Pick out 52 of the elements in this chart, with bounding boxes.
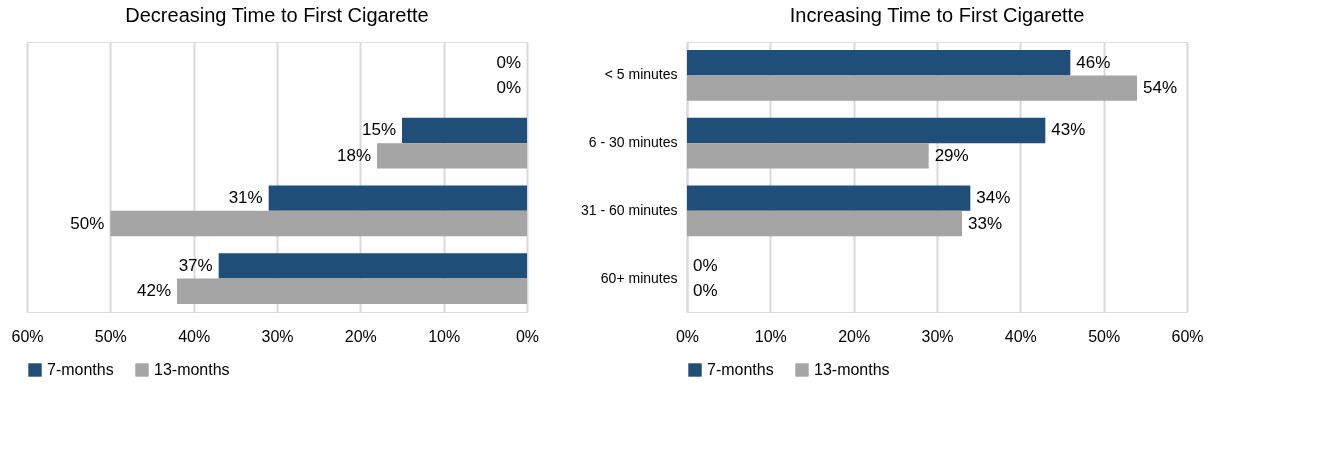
chart-title: Decreasing Time to First Cigarette [125,4,429,26]
x-tick-label: 60% [11,327,44,345]
x-tick-label: 30% [921,327,954,345]
data-label: 15% [361,120,396,140]
bar [687,210,962,237]
x-tick-label: 20% [838,327,871,345]
chart-title: Increasing Time to First Cigarette [789,4,1085,26]
x-tick-label: 30% [261,327,294,345]
bar [177,278,527,304]
y-tick-label: 31 - 60 minutes [581,201,678,218]
data-label: 31% [228,188,263,208]
data-label: 37% [178,255,213,275]
y-tick-label: 6 - 30 minutes [588,134,678,151]
data-label: 34% [976,188,1011,208]
bar [687,50,1071,76]
x-tick-label: 50% [1088,327,1121,345]
x-tick-label: 0% [675,327,700,345]
data-label: 43% [1051,120,1086,140]
legend-label: 7-months [707,361,774,378]
data-label: 0% [693,255,718,275]
x-tick-label: 60% [1171,327,1204,345]
data-label: 33% [968,213,1003,233]
data-label: 29% [934,145,969,165]
data-label: 0% [693,281,718,301]
x-tick-label: 40% [178,327,211,345]
legend-label: 13-months [154,361,230,378]
x-tick-label: 20% [344,327,377,345]
bar [110,210,527,237]
bar [687,143,929,169]
bar [402,117,527,144]
y-tick-label: < 5 minutes [604,66,678,83]
bar [218,253,527,279]
data-label: 42% [136,281,171,301]
data-label: 54% [1143,78,1178,98]
bar [687,75,1137,101]
x-tick-label: 10% [754,327,787,345]
x-tick-label: 0% [515,327,540,345]
x-tick-label: 50% [94,327,127,345]
legend-label: 13-months [814,361,890,378]
data-label: 0% [496,52,521,72]
data-label: 0% [496,78,521,98]
data-label: 50% [70,213,105,233]
bar [268,185,527,211]
y-tick-label: 60+ minutes [600,269,678,286]
legend-label: 7-months [47,361,114,378]
bar [377,143,527,169]
data-label: 46% [1076,52,1111,72]
data-label: 18% [336,145,371,165]
bar [687,117,1046,144]
x-tick-label: 10% [428,327,461,345]
x-tick-label: 40% [1004,327,1037,345]
bar [687,185,971,211]
